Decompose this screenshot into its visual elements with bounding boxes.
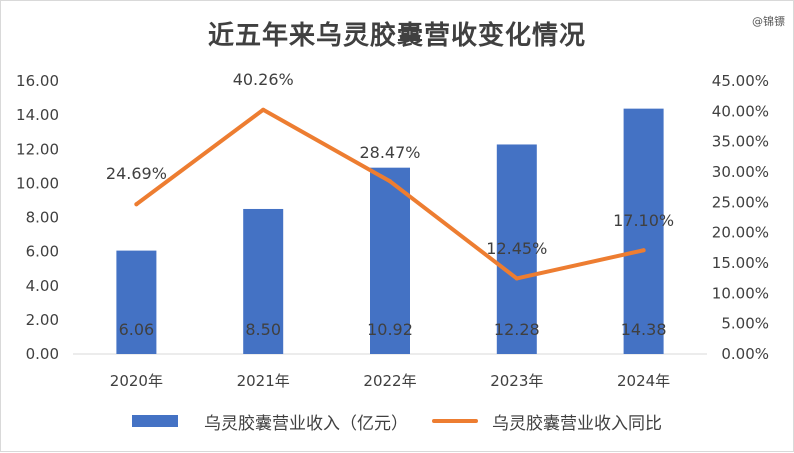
x-tick-label: 2024年 [617,372,670,390]
x-tick-label: 2022年 [363,372,416,390]
y-right-tick-label: 40.00% [712,102,769,120]
chart-legend: 乌灵胶囊营业收入（亿元） 乌灵胶囊营业收入同比 [1,409,793,434]
y-right-tick-label: 35.00% [712,133,769,151]
line-point [134,202,139,207]
legend-item-revenue: 乌灵胶囊营业收入（亿元） [132,409,408,434]
bar [370,167,410,354]
y-left-tick-label: 0.00 [26,345,59,363]
bar-data-label: 14.38 [621,320,667,339]
y-left-tick-label: 2.00 [26,311,59,329]
y-left-tick-label: 16.00 [16,72,59,90]
y-right-tick-label: 25.00% [712,193,769,211]
line-data-label: 28.47% [359,143,420,162]
watermark: @锦镖 [752,15,785,28]
bar-data-label: 10.92 [367,320,413,339]
legend-label-revenue: 乌灵胶囊营业收入（亿元） [204,413,408,434]
x-tick-label: 2020年 [110,372,163,390]
y-right-tick-label: 15.00% [712,254,769,272]
chart-title: 近五年来乌灵胶囊营收变化情况 [207,21,586,51]
legend-label-growth: 乌灵胶囊营业收入同比 [492,413,662,434]
bar-data-label: 6.06 [119,320,155,339]
y-right-tick-label: 10.00% [712,284,769,302]
line-data-label: 40.26% [233,70,294,89]
bar [496,144,537,354]
line-point [388,179,392,184]
y-right-tick-label: 5.00% [721,315,769,333]
y-left-tick-label: 4.00 [26,277,59,295]
legend-item-growth: 乌灵胶囊营业收入同比 [432,409,662,434]
x-tick-label: 2021年 [237,372,290,390]
y-left-tick-label: 10.00 [16,174,59,192]
line-point [641,248,646,253]
line-point [514,276,519,281]
y-right-tick-label: 45.00% [712,72,769,90]
bar-data-label: 12.28 [494,320,540,339]
y-left-tick-label: 6.00 [26,243,59,261]
bar-data-label: 8.50 [245,320,281,339]
x-tick-label: 2023年 [490,372,543,390]
legend-swatch-line [432,419,478,423]
y-right-tick-label: 0.00% [721,345,769,363]
line-data-label: 17.10% [613,211,674,230]
bar [243,208,284,354]
y-left-tick-label: 14.00 [16,106,59,124]
y-right-tick-label: 20.00% [712,224,769,242]
bar [623,108,664,354]
line-data-label: 24.69% [106,164,167,183]
line-point [261,107,266,112]
line-data-label: 12.45% [486,239,547,258]
y-left-tick-label: 8.00 [26,209,59,227]
bar [116,250,157,354]
y-right-tick-label: 30.00% [712,163,769,181]
legend-swatch-bar [132,415,178,427]
y-left-tick-label: 12.00 [16,140,59,158]
